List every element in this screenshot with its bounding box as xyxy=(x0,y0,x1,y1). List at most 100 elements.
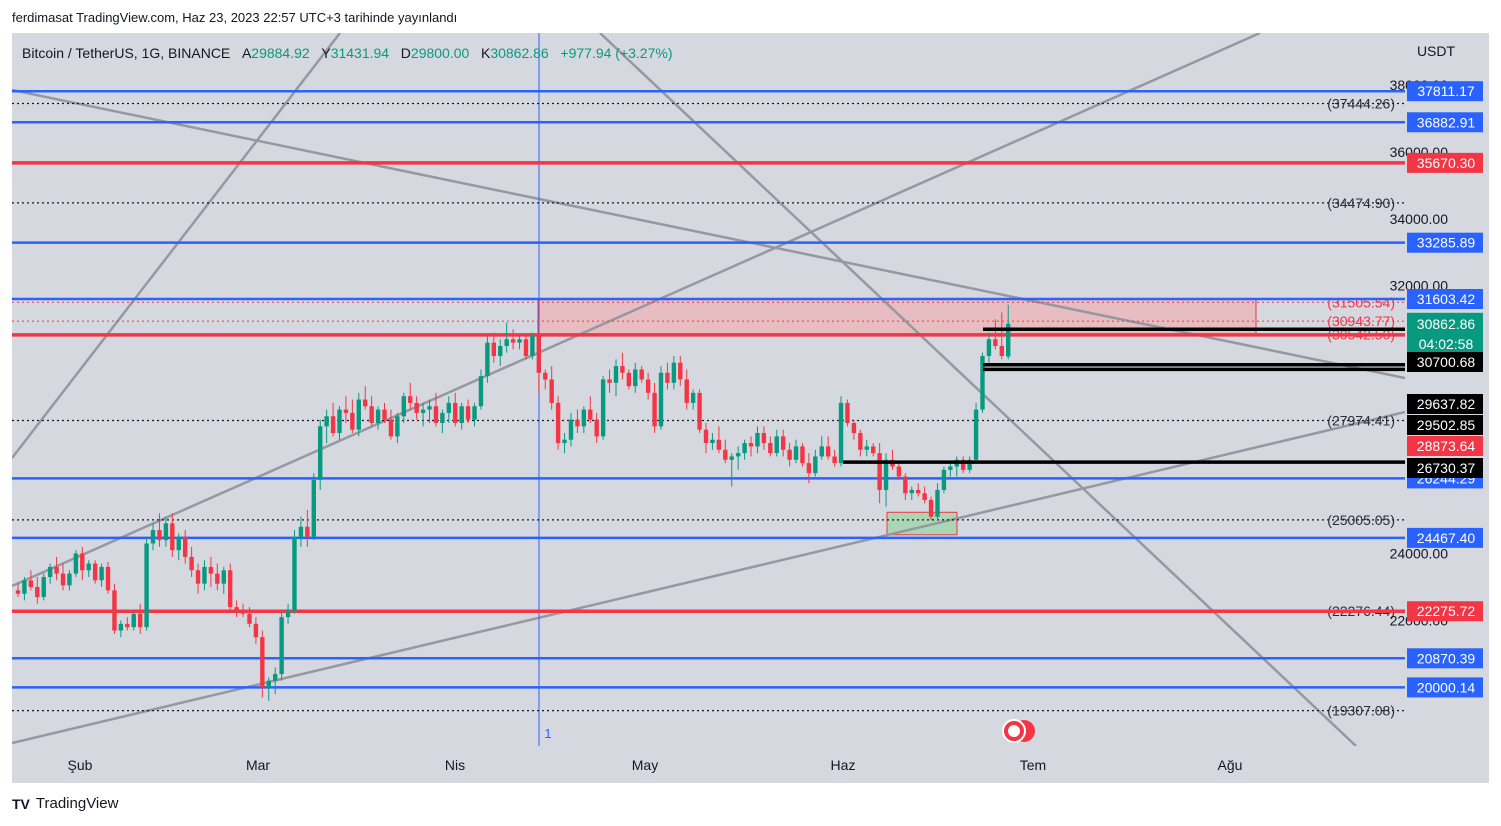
candle-body xyxy=(658,372,664,427)
candle-body xyxy=(690,392,696,403)
last-price-tag-bg xyxy=(1407,312,1483,353)
candle-body xyxy=(427,406,432,410)
candle-body xyxy=(838,402,844,464)
candle-body xyxy=(28,580,34,587)
price-tick-label: 34000.00 xyxy=(1390,211,1449,227)
candle-body xyxy=(723,449,728,460)
candle-body xyxy=(54,566,59,574)
candle-body xyxy=(896,466,902,477)
candle-body xyxy=(703,429,709,444)
candle-body xyxy=(748,443,754,447)
time-tick-label: May xyxy=(632,757,658,773)
candle-body xyxy=(504,339,509,346)
tradingview-brand[interactable]: TV TradingView xyxy=(12,795,118,812)
dotted-level-label: (25005.05) xyxy=(1327,512,1395,528)
extra-tag-bg xyxy=(1407,436,1483,456)
high-value: 31431.94 xyxy=(330,45,390,61)
symbol-legend: Bitcoin / TetherUS, 1G, BINANCE A29884.9… xyxy=(22,45,673,61)
price-axis-tag-bg xyxy=(1407,648,1483,669)
candle-body xyxy=(240,610,246,614)
candle-body xyxy=(825,446,831,457)
candle-body xyxy=(755,433,760,447)
candle-body xyxy=(768,443,773,454)
price-axis-tag: 36882.91 xyxy=(1417,114,1476,130)
price-axis-tag-bg xyxy=(1407,601,1483,622)
open-value: 29884.92 xyxy=(251,45,310,61)
candle-body xyxy=(408,396,413,403)
price-axis-tag-bg xyxy=(1407,677,1483,698)
candle-body xyxy=(607,379,612,383)
price-axis-tag: 20000.14 xyxy=(1417,679,1476,695)
candle-body xyxy=(671,362,677,383)
candle-body xyxy=(510,339,516,343)
candle-body xyxy=(858,433,863,450)
price-axis-tag: 24467.40 xyxy=(1417,530,1476,546)
candle-body xyxy=(864,446,869,450)
candle-body xyxy=(665,372,670,383)
black-level-tag: 29502.85 xyxy=(1417,417,1476,433)
candle-body xyxy=(581,409,587,427)
candle-body xyxy=(176,536,181,551)
candle-body xyxy=(182,536,188,557)
open-label: A xyxy=(241,45,252,61)
candle-body xyxy=(710,439,715,444)
price-axis-tag-bg xyxy=(1407,232,1483,253)
candle-body xyxy=(234,607,239,611)
black-level-tag: 26730.37 xyxy=(1417,460,1476,476)
candle-body xyxy=(15,590,21,594)
candle-body xyxy=(131,613,136,628)
candle-body xyxy=(903,476,908,494)
candle-body xyxy=(420,409,426,413)
candle-body xyxy=(279,617,284,675)
candle-body xyxy=(986,339,992,357)
candle-body xyxy=(86,563,91,571)
candle-body xyxy=(851,422,857,434)
candle-body xyxy=(819,446,824,457)
candle-body xyxy=(67,573,72,586)
candle-body xyxy=(388,419,394,437)
close-label: K xyxy=(480,45,491,61)
candle-body xyxy=(870,446,876,454)
candle-body xyxy=(215,573,220,584)
candle-body xyxy=(922,493,927,500)
candle-body xyxy=(202,566,207,584)
candle-body xyxy=(144,543,149,628)
candle-body xyxy=(305,526,310,537)
candle-body xyxy=(260,637,265,688)
candle-body xyxy=(613,366,619,383)
candle-body xyxy=(298,526,304,537)
candle-body xyxy=(273,674,278,681)
candle-body xyxy=(530,335,535,357)
brand-name: TradingView xyxy=(35,795,119,812)
candle-body xyxy=(163,523,169,541)
candle-body xyxy=(47,566,53,577)
candle-body xyxy=(221,570,226,584)
candle-body xyxy=(227,570,233,608)
candle-body xyxy=(253,623,259,638)
candle-body xyxy=(645,379,651,393)
tradingview-logo-icon: TV xyxy=(12,795,30,812)
price-axis-tag: 37811.17 xyxy=(1417,83,1475,99)
candle-body xyxy=(555,402,561,444)
candle-body xyxy=(465,406,471,420)
candle-body xyxy=(883,459,889,490)
price-axis-tag-bg xyxy=(1407,152,1483,173)
candle-body xyxy=(311,479,316,537)
candle-body xyxy=(60,573,66,586)
time-tick-label: Şub xyxy=(68,757,93,773)
time-tick-label: Ağu xyxy=(1218,757,1243,773)
candle-body xyxy=(247,613,252,624)
candle-body xyxy=(562,439,567,444)
black-tag-bg xyxy=(1407,458,1483,478)
candle-body xyxy=(877,453,882,490)
fib-level-label: (30943.77) xyxy=(1327,313,1395,329)
candle-body xyxy=(41,576,46,598)
candle-body xyxy=(600,379,606,437)
price-axis-tag-bg xyxy=(1407,81,1483,102)
candle-body xyxy=(285,610,291,618)
close-value: 30862.86 xyxy=(490,45,549,61)
candle-body xyxy=(459,406,464,423)
candle-body xyxy=(928,499,934,517)
candle-body xyxy=(973,409,979,460)
